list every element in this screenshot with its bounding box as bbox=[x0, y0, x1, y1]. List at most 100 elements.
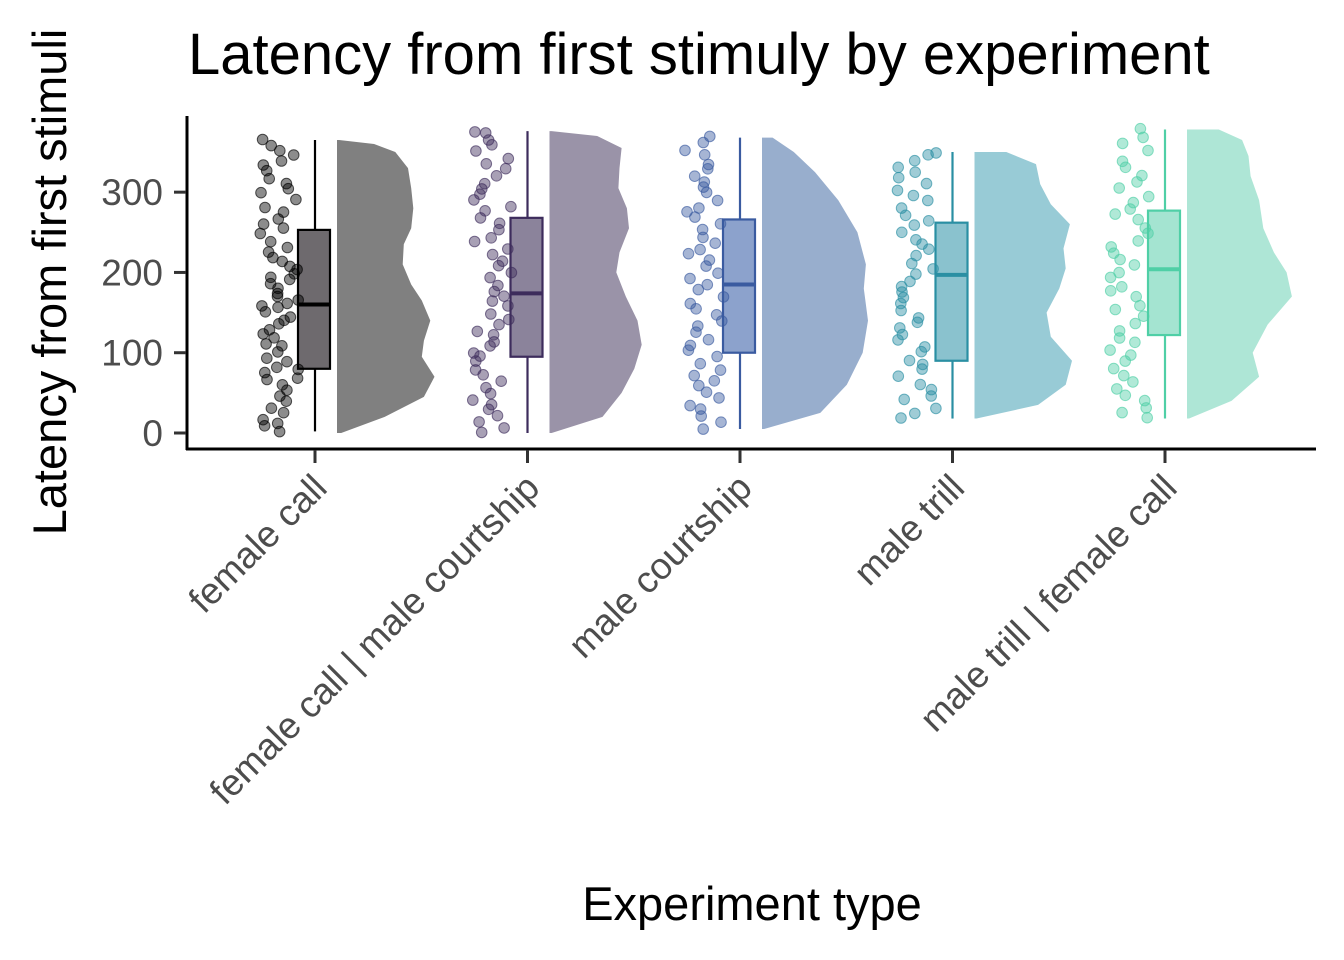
data-point bbox=[1113, 266, 1125, 279]
data-point bbox=[684, 339, 697, 352]
data-point bbox=[505, 200, 517, 213]
data-point bbox=[480, 381, 492, 394]
x-tick-label: male courtship bbox=[561, 467, 760, 666]
data-point bbox=[291, 372, 304, 385]
data-point bbox=[264, 277, 277, 290]
data-point bbox=[276, 340, 288, 352]
density-cloud bbox=[974, 152, 1072, 419]
data-point bbox=[702, 333, 715, 346]
data-point bbox=[914, 378, 927, 391]
data-point bbox=[265, 271, 277, 284]
data-point bbox=[688, 170, 701, 182]
data-point bbox=[1127, 196, 1140, 209]
data-point bbox=[1109, 303, 1122, 316]
data-point bbox=[693, 379, 705, 392]
data-point bbox=[1116, 406, 1128, 419]
data-point bbox=[710, 309, 723, 321]
data-point bbox=[1140, 402, 1152, 414]
data-point bbox=[1129, 336, 1141, 349]
data-point bbox=[922, 215, 935, 227]
data-point bbox=[711, 194, 724, 207]
data-point bbox=[277, 206, 290, 218]
data-point bbox=[692, 320, 704, 332]
data-point bbox=[700, 260, 712, 272]
data-point bbox=[260, 164, 273, 177]
data-point bbox=[903, 354, 916, 367]
data-point bbox=[693, 202, 705, 214]
data-point bbox=[925, 383, 938, 396]
data-point bbox=[281, 355, 293, 368]
data-point bbox=[909, 407, 921, 420]
data-point bbox=[892, 161, 905, 174]
data-point bbox=[468, 235, 481, 248]
data-point bbox=[717, 291, 730, 303]
data-point bbox=[1105, 241, 1117, 253]
data-point bbox=[485, 398, 498, 411]
data-point bbox=[470, 145, 482, 157]
axes bbox=[185, 116, 1316, 451]
density-cloud bbox=[1187, 129, 1292, 419]
data-point bbox=[1137, 131, 1149, 144]
data-point bbox=[274, 144, 286, 157]
data-point bbox=[899, 209, 912, 222]
box-iqr bbox=[509, 216, 544, 358]
data-point bbox=[479, 127, 492, 139]
data-point bbox=[713, 392, 725, 404]
data-point bbox=[916, 358, 929, 371]
data-point bbox=[479, 205, 491, 217]
data-point bbox=[908, 219, 921, 231]
data-point bbox=[895, 280, 908, 293]
data-point bbox=[485, 308, 497, 320]
data-point bbox=[488, 285, 501, 298]
data-point bbox=[467, 347, 480, 359]
data-point bbox=[919, 341, 931, 353]
data-point bbox=[484, 387, 497, 400]
data-point bbox=[698, 149, 711, 161]
data-point bbox=[277, 222, 290, 234]
data-point bbox=[910, 234, 922, 246]
density-cloud bbox=[337, 139, 435, 433]
data-point bbox=[694, 357, 707, 370]
data-point bbox=[895, 297, 907, 310]
data-point bbox=[894, 322, 906, 334]
data-point bbox=[276, 379, 289, 391]
y-tick-label: 300 bbox=[101, 172, 163, 213]
data-point bbox=[478, 177, 491, 190]
data-point bbox=[1116, 137, 1129, 150]
data-point bbox=[1141, 411, 1153, 424]
data-point bbox=[265, 402, 278, 415]
data-point bbox=[1104, 285, 1117, 297]
data-point bbox=[681, 206, 693, 218]
data-point bbox=[471, 325, 484, 338]
density-layer bbox=[337, 129, 1292, 433]
data-point bbox=[715, 416, 727, 429]
data-point bbox=[684, 272, 696, 285]
box-iqr bbox=[934, 221, 969, 362]
data-point bbox=[1128, 259, 1141, 271]
data-point bbox=[896, 328, 909, 341]
data-point bbox=[256, 133, 269, 146]
data-point bbox=[502, 152, 515, 165]
x-axis-title: Experiment type bbox=[582, 877, 922, 930]
data-point bbox=[1107, 362, 1120, 375]
data-point bbox=[930, 402, 942, 415]
data-point bbox=[916, 238, 928, 250]
data-point bbox=[485, 232, 498, 244]
data-point bbox=[930, 147, 942, 159]
data-point bbox=[714, 364, 727, 376]
data-point bbox=[284, 311, 297, 323]
data-point bbox=[712, 267, 724, 280]
data-point bbox=[704, 130, 716, 143]
data-point bbox=[272, 346, 284, 358]
data-point bbox=[492, 259, 505, 272]
data-point bbox=[490, 170, 503, 182]
data-point bbox=[1134, 122, 1147, 135]
data-point bbox=[498, 422, 510, 434]
data-point bbox=[709, 237, 722, 249]
data-point bbox=[271, 361, 283, 374]
data-point bbox=[275, 155, 288, 167]
data-point bbox=[1136, 169, 1148, 182]
data-point bbox=[911, 316, 924, 329]
data-point bbox=[1137, 310, 1150, 323]
data-point bbox=[910, 268, 922, 280]
